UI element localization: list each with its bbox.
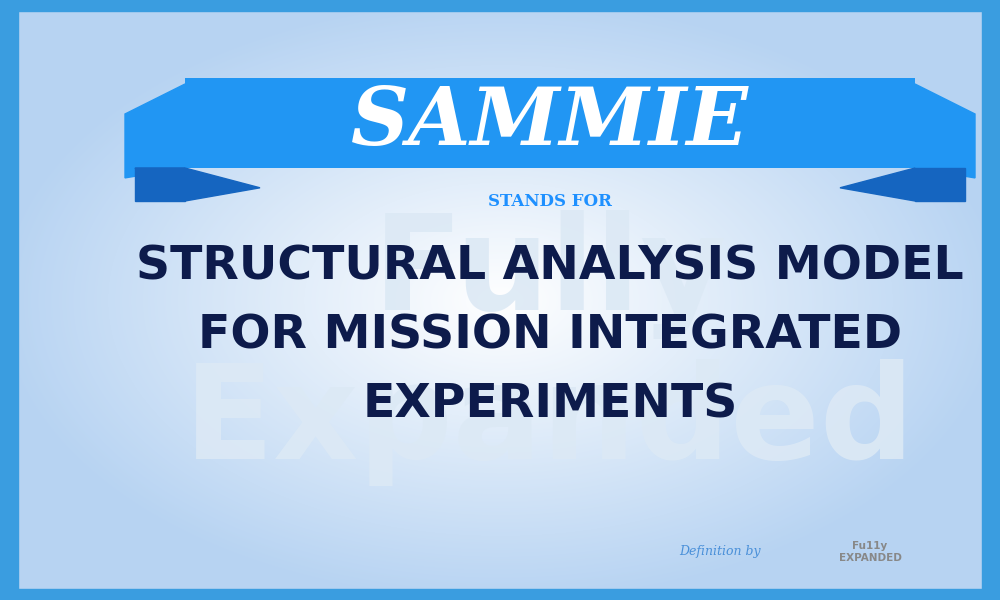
- Text: FOR MISSION INTEGRATED: FOR MISSION INTEGRATED: [198, 313, 902, 358]
- Text: Fu11y
EXPANDED: Fu11y EXPANDED: [839, 541, 901, 563]
- Text: STRUCTURAL ANALYSIS MODEL: STRUCTURAL ANALYSIS MODEL: [136, 244, 964, 289]
- Text: SAMMIE: SAMMIE: [351, 84, 749, 162]
- Polygon shape: [915, 168, 965, 201]
- Polygon shape: [125, 84, 185, 178]
- Polygon shape: [135, 168, 185, 201]
- Polygon shape: [185, 78, 915, 168]
- Text: Fully
Expanded: Fully Expanded: [184, 210, 916, 486]
- Polygon shape: [185, 168, 260, 201]
- Text: STANDS FOR: STANDS FOR: [488, 193, 612, 209]
- Polygon shape: [840, 168, 915, 201]
- Text: EXPERIMENTS: EXPERIMENTS: [362, 383, 738, 427]
- Polygon shape: [915, 84, 975, 178]
- Polygon shape: [135, 168, 185, 201]
- Text: Definition by: Definition by: [679, 545, 761, 559]
